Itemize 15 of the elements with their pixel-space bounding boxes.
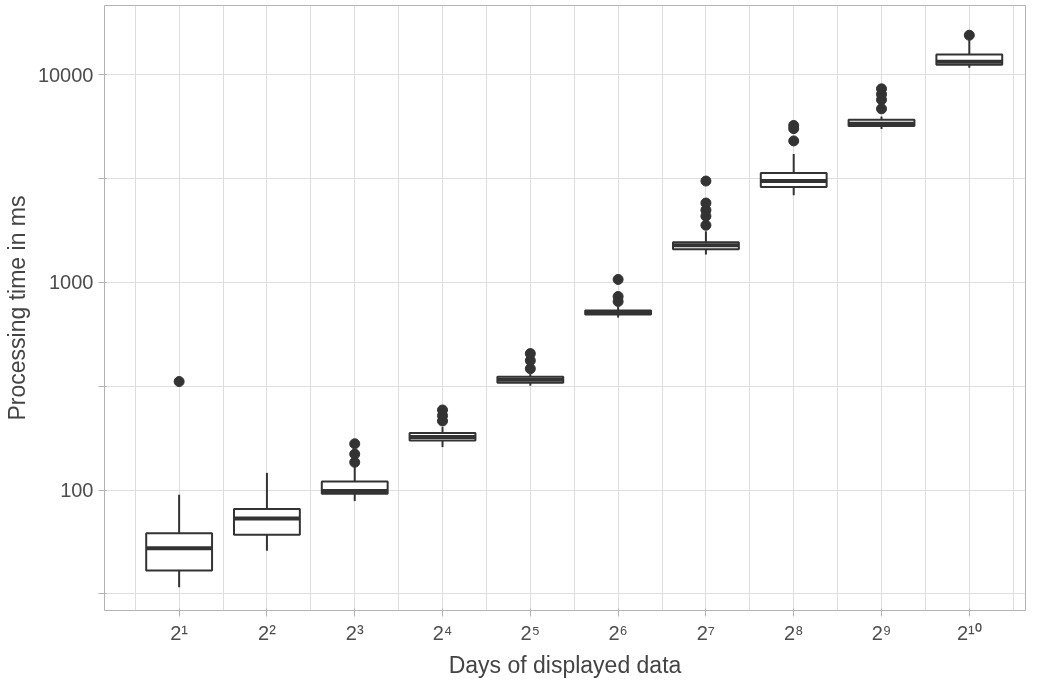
x-tick-label: 2⁸ (783, 621, 804, 644)
x-tick-label: 2⁶ (608, 621, 628, 644)
x-tick-label: 2⁴ (432, 621, 453, 644)
x-tick-label: 2² (258, 621, 277, 644)
y-axis-title: Processing time in ms (3, 195, 30, 421)
x-tick-label: 2⁹ (871, 621, 892, 644)
y-tick-label: 1000 (49, 271, 94, 294)
x-tick-label: 2¹⁰ (956, 621, 982, 644)
x-tick-label: 2⁷ (696, 621, 716, 644)
y-tick-label: 10000 (37, 63, 94, 86)
x-axis-title: Days of displayed data (448, 651, 682, 678)
x-tick-label: 2¹ (170, 621, 189, 644)
y-tick-label: 100 (60, 479, 94, 502)
x-tick-label: 2⁵ (520, 621, 541, 644)
x-tick-label: 2³ (345, 621, 364, 644)
